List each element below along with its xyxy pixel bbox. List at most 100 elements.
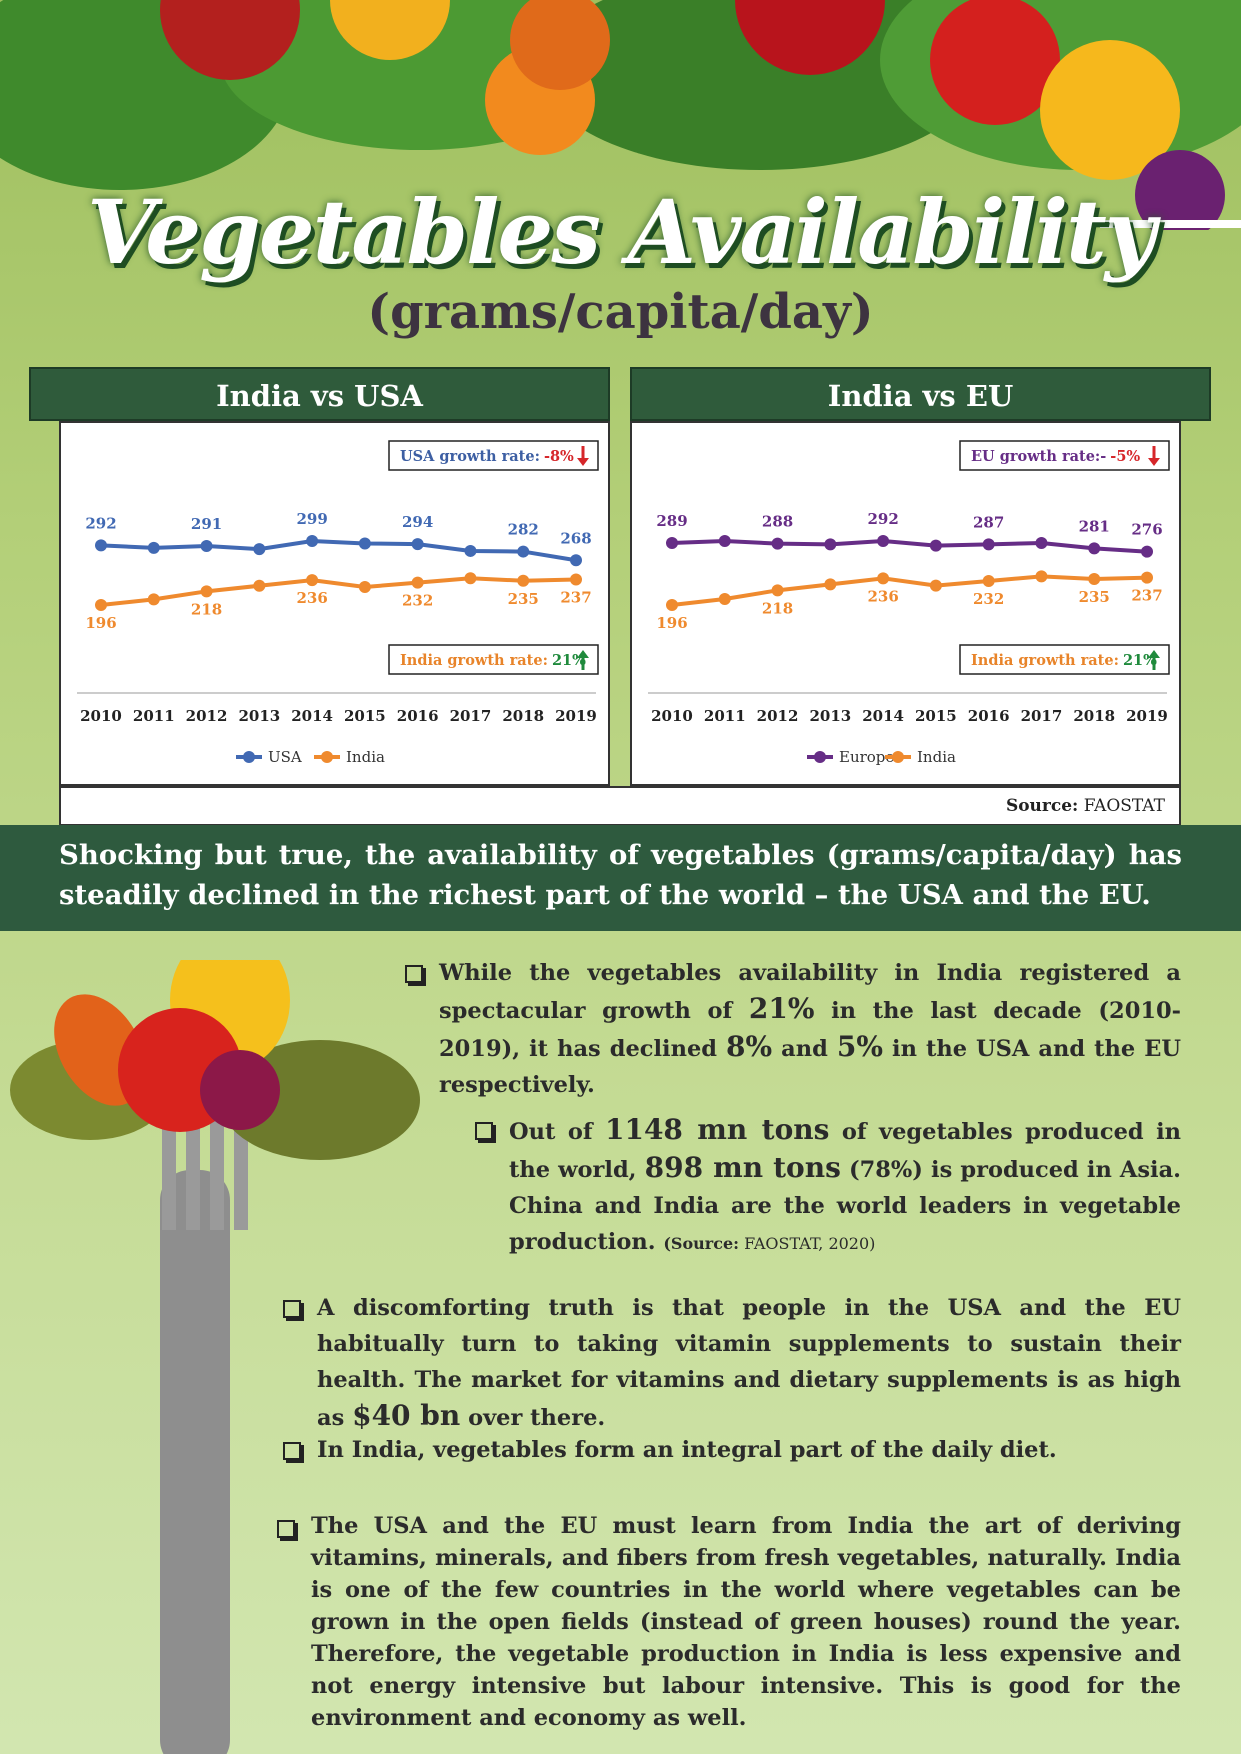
x-tick-label: 2018 — [502, 707, 544, 725]
source-note: (Source: — [663, 1234, 740, 1253]
data-point — [95, 539, 107, 552]
chart-panel: India vs USA — [29, 367, 610, 421]
data-label: 237 — [560, 589, 591, 607]
data-label: 237 — [1131, 587, 1162, 605]
data-label: 282 — [508, 521, 539, 539]
legend-swatch — [814, 751, 826, 763]
data-point — [358, 537, 371, 550]
annotation-box — [959, 644, 1170, 675]
x-tick-label: 2017 — [1021, 707, 1063, 725]
x-tick-label: 2013 — [809, 707, 851, 725]
data-point — [1141, 545, 1153, 558]
highlight: 21% — [748, 992, 815, 1025]
bullet-text: over there. — [460, 1405, 606, 1431]
data-label: 292 — [867, 510, 898, 528]
x-tick-label: 2014 — [291, 707, 333, 725]
data-label: 196 — [85, 614, 116, 632]
bullet-text: The USA and the EU must learn from India… — [311, 1513, 1181, 1731]
series-line — [671, 574, 1148, 607]
data-label: 287 — [973, 513, 1004, 531]
data-point — [718, 535, 731, 547]
trend-arrow-head — [577, 458, 589, 466]
subtitle: (grams/capita/day) — [367, 284, 874, 340]
bullet-text: of vegetables produced in the world, — [509, 1119, 1181, 1183]
highlight: 8% — [726, 1030, 773, 1063]
annotation-value: -8% — [544, 448, 574, 465]
trend-arrow-head — [1148, 650, 1160, 658]
data-point — [253, 543, 266, 556]
bullet: A discomforting truth is that people in … — [283, 1290, 1181, 1436]
annotation-label: India growth rate: — [400, 652, 548, 669]
data-point — [824, 538, 837, 551]
data-point — [929, 579, 942, 592]
bullet-text: in the USA and the EU respectively. — [439, 1036, 1182, 1098]
annotation-text: USA growth rate: -8% — [400, 448, 574, 465]
bullet-text: in the last decade (2010-2019), it has d… — [439, 998, 1181, 1062]
bullet-text: A discomforting truth is that people in … — [317, 1295, 1181, 1431]
data-label: 236 — [296, 589, 327, 607]
annotation-text: EU growth rate:- -5% — [971, 448, 1140, 465]
legend-label: India — [917, 748, 956, 766]
data-point — [877, 572, 890, 585]
x-tick-label: 2017 — [450, 707, 492, 725]
source: Source: FAOSTAT — [59, 786, 1181, 826]
highlight: 1148 mn tons — [604, 1113, 830, 1146]
data-point — [464, 544, 477, 557]
chart-title: India vs USA — [29, 367, 610, 421]
data-point — [1088, 542, 1101, 555]
trend-arrow-head — [1148, 458, 1160, 466]
data-point — [147, 541, 160, 554]
annotation-box — [959, 440, 1170, 471]
data-point — [200, 539, 213, 552]
title: Vegetables Availability — [87, 180, 1156, 284]
data-label: 276 — [1131, 521, 1162, 539]
data-point — [1141, 571, 1153, 584]
x-tick-label: 2011 — [133, 707, 175, 725]
annotation-text: India growth rate: 21% — [400, 652, 586, 669]
annotation-value: 21% — [1123, 652, 1157, 669]
legend-swatch — [243, 751, 255, 763]
data-point — [982, 538, 995, 551]
bullet: The USA and the EU must learn from India… — [277, 1510, 1181, 1734]
source-text: FAOSTAT — [1083, 796, 1165, 816]
data-point — [147, 593, 160, 606]
data-point — [306, 574, 319, 587]
highlight: 898 mn tons — [644, 1151, 841, 1184]
x-tick-label: 2018 — [1073, 707, 1115, 725]
legend-swatch — [321, 751, 333, 763]
annotation-text: India growth rate: 21% — [971, 652, 1157, 669]
data-point — [718, 593, 731, 605]
bullet: In India, vegetables form an integral pa… — [283, 1432, 1181, 1468]
bullet-text: (78%) is produced in Asia. China and Ind… — [509, 1157, 1181, 1255]
data-point — [1035, 570, 1048, 583]
data-label: 232 — [402, 592, 433, 610]
data-label: 196 — [656, 614, 687, 632]
vegetable-decoration — [0, 0, 1241, 230]
data-label: 218 — [762, 599, 793, 617]
annotation-label: USA growth rate: — [400, 448, 540, 465]
highlight: 5% — [836, 1030, 883, 1063]
fork-illustration — [10, 960, 420, 1754]
source-label: Source: — [1005, 796, 1079, 816]
data-point — [306, 535, 319, 547]
x-tick-label: 2019 — [555, 707, 597, 725]
source-note: FAOSTAT, 2020) — [739, 1234, 876, 1253]
chart-panel: India vs EU — [630, 367, 1211, 421]
data-point — [771, 584, 784, 597]
data-point — [982, 575, 995, 587]
annotation-box — [388, 440, 599, 471]
bullet: Out of 1148 mn tons of vegetables produc… — [475, 1112, 1181, 1262]
data-label: 218 — [191, 600, 222, 618]
data-label: 289 — [656, 512, 687, 530]
chart-title: India vs EU — [630, 367, 1211, 421]
data-label: 268 — [560, 529, 591, 547]
legend-label: USA — [268, 748, 302, 766]
data-label: 281 — [1079, 517, 1110, 535]
data-point — [877, 535, 890, 547]
data-label: 235 — [1079, 588, 1110, 606]
annotation-value: -5% — [1110, 448, 1140, 465]
data-point — [517, 574, 530, 587]
legend-label: Europe — [839, 748, 894, 766]
growth-annotation: India growth rate: 21% — [388, 644, 599, 675]
